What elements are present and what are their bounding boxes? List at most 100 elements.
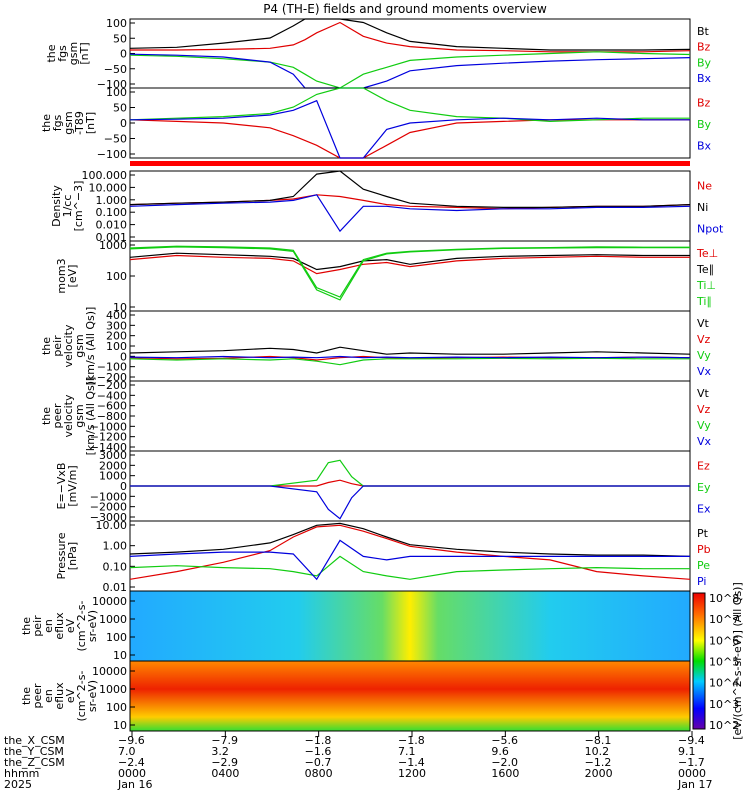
- figure-title: P4 (TH-E) fields and ground moments over…: [263, 2, 547, 16]
- xtick-y: −1.6: [305, 745, 332, 758]
- ytick-label: −200: [97, 371, 127, 384]
- y-axis-label: en: [42, 619, 55, 633]
- y-axis-label: sr-eV): [86, 610, 99, 642]
- xtick-hhmm: 0000: [678, 767, 706, 780]
- ytick-label: 0: [120, 480, 127, 493]
- panel-peer-eflux: 10000 1000 100 10 thepeerenefluxeV(cm^2-s-sr…: [20, 660, 691, 732]
- xaxis-row-label: the_Z_CSM: [4, 756, 65, 769]
- legend-Vz: Vz: [697, 403, 711, 416]
- ytick-label: 400: [106, 309, 127, 322]
- y-axis-label: [km/s (All Qs)]: [84, 377, 97, 456]
- y-axis-label: [nPa]: [66, 542, 79, 570]
- xtick-date: Jan 17: [677, 778, 712, 791]
- y-axis-label: (cm^2-s-: [75, 601, 88, 652]
- xaxis-row-label: hhmm: [4, 767, 39, 780]
- xaxis-row-label: the_Y_CSM: [4, 745, 64, 758]
- legend-Te∥: Te∥: [696, 263, 714, 276]
- ytick-label: 0: [120, 117, 127, 130]
- legend-Bz: Bz: [697, 97, 711, 110]
- legend-Bz: Bz: [697, 41, 711, 54]
- series-Vt: [129, 346, 691, 355]
- ytick-label: 1000: [99, 239, 127, 252]
- ytick-label: 50: [113, 102, 127, 115]
- ytick-label: 100: [106, 270, 127, 283]
- y-axis-label: peir: [51, 335, 64, 357]
- ytick-label: −400: [97, 389, 127, 402]
- ytick-label: −200: [97, 379, 127, 392]
- y-axis-label: peer: [31, 683, 44, 709]
- ytick-label: −100: [97, 78, 127, 91]
- ytick-label: 200: [106, 330, 127, 343]
- legend-Ey: Ey: [697, 481, 711, 494]
- ytick-label: 100: [106, 17, 127, 30]
- series-Ez: [130, 479, 690, 487]
- xtick-hhmm: 1200: [398, 767, 426, 780]
- series-Bz: [130, 21, 691, 53]
- ytick-label: −50: [104, 133, 127, 146]
- ytick-label: −2000: [90, 501, 127, 514]
- series-Pt: [129, 522, 691, 557]
- series-Ey: [130, 459, 690, 487]
- xaxis-row-label: the_X_CSM: [4, 734, 65, 747]
- xtick-z: −1.4: [398, 756, 425, 769]
- ytick-label: 100.000: [82, 169, 128, 182]
- ytick-label: 0.100: [96, 206, 128, 219]
- legend-Pt: Pt: [697, 527, 709, 540]
- colorbar-tick: 10^5: [709, 656, 739, 669]
- y-axis-label: Density: [50, 185, 63, 227]
- panel-temperature: 1000 100 10 mom3[eV] Te⊥ Te∥ Ti⊥ Ti∥: [55, 239, 718, 314]
- ytick-label: −1000: [90, 420, 127, 433]
- xtick-y: 7.0: [118, 745, 136, 758]
- ytick-label: 10: [113, 649, 127, 662]
- series-Bx: [129, 53, 691, 89]
- legend-Vx: Vx: [697, 435, 712, 448]
- ytick-label: 1000: [99, 470, 127, 483]
- colorbar: 10^8 10^7 10^6 10^5 10^4 10^3 10^2[eV/(cm^2-s-…: [692, 582, 744, 740]
- y-axis-label: velocity: [62, 394, 75, 437]
- xtick-z: −1.7: [678, 756, 705, 769]
- y-axis-label: [cm^−3]: [72, 181, 85, 232]
- colorbar-tick: 10^8: [709, 592, 739, 605]
- series-Bx: [129, 99, 690, 159]
- ytick-label: 0.01: [103, 581, 128, 594]
- xtick-y: 10.2: [585, 745, 610, 758]
- xtick-x: −7.9: [211, 734, 238, 747]
- xtick-z: −1.2: [585, 756, 612, 769]
- y-axis-label: [nT]: [84, 112, 97, 134]
- y-axis-label: eflux: [53, 682, 66, 710]
- ytick-label: 10000: [92, 595, 127, 608]
- xtick-date: Jan 16: [117, 778, 152, 791]
- colorbar-tick: 10^3: [709, 698, 739, 711]
- ytick-label: −1200: [90, 431, 127, 444]
- xtick-hhmm: 2000: [585, 767, 613, 780]
- ytick-label: 100: [106, 86, 127, 99]
- ytick-label: 10.00: [96, 519, 128, 532]
- ytick-label: −100: [97, 361, 127, 374]
- y-axis-label: [nT]: [78, 42, 91, 64]
- xtick-y: 3.2: [211, 745, 229, 758]
- y-axis-label: the: [40, 114, 53, 132]
- legend-Pb: Pb: [697, 543, 711, 556]
- ytick-label: 0: [120, 350, 127, 363]
- ytick-label: 10: [113, 301, 127, 314]
- spectrogram-image: [129, 660, 691, 732]
- y-axis-label: gsm: [73, 404, 86, 427]
- y-axis-label: velocity: [62, 324, 75, 367]
- y-axis-label: the: [20, 617, 33, 635]
- y-axis-label: -T89: [73, 111, 86, 135]
- legend-By: By: [697, 56, 712, 69]
- y-axis-label: [mV/m]: [66, 465, 79, 506]
- ytick-label: 1000: [99, 683, 127, 696]
- ytick-label: −600: [97, 400, 127, 413]
- xtick-x: −1.8: [398, 734, 425, 747]
- ytick-label: 300: [106, 319, 127, 332]
- colorbar-gradient: [692, 592, 706, 730]
- colorbar-tick: 10^7: [709, 613, 739, 626]
- legend-Vy: Vy: [697, 419, 711, 432]
- series-Pi: [129, 539, 690, 581]
- xtick-x: −9.6: [118, 734, 145, 747]
- panel-frame: [129, 310, 691, 382]
